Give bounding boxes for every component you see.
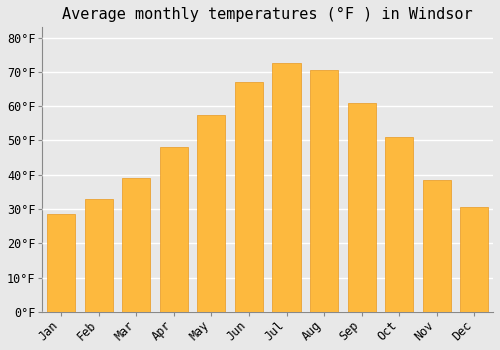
Bar	[460, 207, 488, 312]
Title: Average monthly temperatures (°F ) in Windsor: Average monthly temperatures (°F ) in Wi…	[62, 7, 473, 22]
Bar	[348, 103, 376, 312]
Bar	[385, 137, 414, 312]
Bar	[84, 199, 113, 312]
Bar	[160, 147, 188, 312]
Bar	[198, 115, 226, 312]
Bar	[122, 178, 150, 312]
Bar	[422, 180, 451, 312]
Bar	[47, 214, 75, 312]
Bar	[272, 63, 300, 312]
Bar	[310, 70, 338, 312]
Bar	[235, 82, 263, 312]
